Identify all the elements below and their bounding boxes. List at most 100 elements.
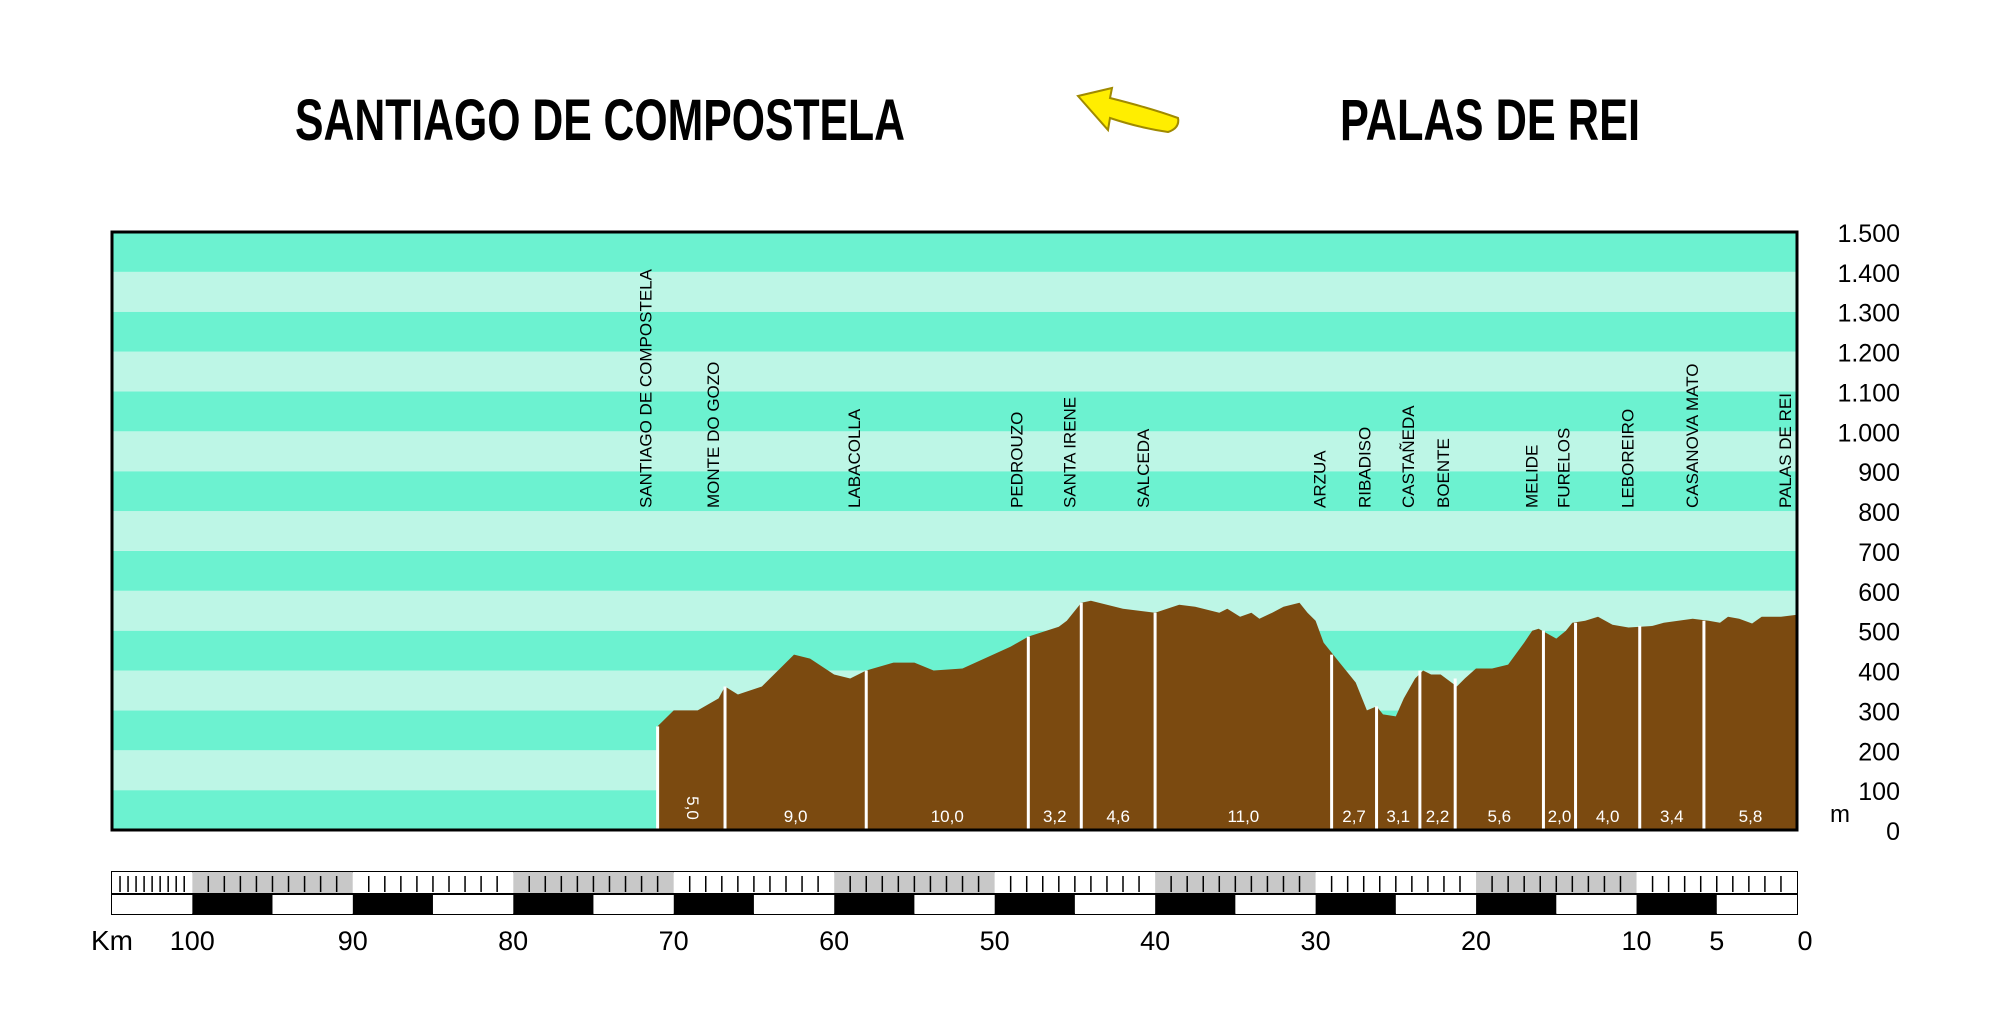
place-label: BOENTE (1434, 438, 1453, 508)
x-tick-label: 70 (659, 926, 689, 956)
origin-title: PALAS DE REI (1340, 88, 1640, 153)
scale-segment (1315, 894, 1396, 914)
background-band (112, 511, 1797, 551)
scale-segment (1636, 894, 1717, 914)
scale-segment (432, 894, 514, 914)
x-tick-label: 0 (1797, 926, 1812, 956)
place-label: SANTIAGO DE COMPOSTELA (637, 268, 656, 508)
y-tick-label: 1.000 (1837, 419, 1900, 447)
background-band (112, 351, 1797, 392)
destination-title: SANTIAGO DE COMPOSTELA (295, 88, 905, 153)
segment-distance-label: 10,0 (931, 807, 964, 826)
place-label: PALAS DE REI (1776, 393, 1795, 508)
place-labels: SANTIAGO DE COMPOSTELA MONTE DO GOZO LABAC… (637, 268, 1795, 508)
segment-distance-labels: 5,0 9,0 10,0 3,2 4,6 11,0 2,7 3,1 2,2 5,6 2,0 4,0 3,… (683, 796, 1762, 826)
segment-distance-label: 4,6 (1106, 807, 1130, 826)
x-tick-label: 60 (819, 926, 849, 956)
place-markers (656, 602, 1706, 830)
y-tick-label: 1.400 (1837, 260, 1900, 288)
place-label: LABACOLLA (845, 408, 864, 508)
scale-segment (1476, 894, 1557, 914)
y-tick-label: 600 (1858, 579, 1900, 607)
segment-distance-label: 3,2 (1043, 807, 1067, 826)
scale-segment (834, 894, 915, 914)
scale-segment (1235, 894, 1316, 914)
segment-distance-label: 2,2 (1426, 807, 1450, 826)
segment-distance-label: 2,7 (1342, 807, 1366, 826)
y-tick-label: 200 (1858, 738, 1900, 766)
scale-segment (192, 894, 273, 914)
y-axis: 0 100 200 300 400 500 600 700 800 900 1.000 1.100 1.… (1837, 220, 1900, 846)
y-tick-label: 1.300 (1837, 300, 1900, 328)
segment-distance-label: 5,8 (1739, 807, 1763, 826)
place-label: LEBOREIRO (1619, 409, 1638, 508)
place-label: ARZUA (1311, 450, 1330, 508)
y-tick-label: 400 (1858, 659, 1900, 687)
km-scale-bar (111, 871, 1798, 915)
x-axis-unit-label: Km (91, 925, 133, 956)
scale-segment (1155, 894, 1236, 914)
y-tick-label: 300 (1858, 698, 1900, 726)
x-tick-label: 100 (170, 926, 215, 956)
x-tick-label: 90 (338, 926, 368, 956)
scale-segment (1556, 894, 1637, 914)
y-tick-label: 1.200 (1837, 340, 1900, 368)
background-band (112, 471, 1797, 512)
y-tick-label: 900 (1858, 459, 1900, 487)
plot-frame (110, 230, 1799, 832)
scale-segment (994, 894, 1075, 914)
place-label: MELIDE (1522, 445, 1541, 508)
background-band (112, 311, 1797, 352)
x-axis: 100 90 80 70 60 50 40 30 20 10 5 0 (170, 926, 1813, 956)
background-band (112, 590, 1797, 631)
terrain-profile-area (657, 600, 1797, 830)
y-tick-label: 100 (1858, 778, 1900, 806)
background-band (112, 431, 1797, 472)
place-label: RIBADISO (1356, 427, 1375, 508)
scale-segment (593, 894, 674, 914)
y-axis-unit-label: m (1830, 801, 1850, 828)
y-tick-label: 0 (1886, 818, 1900, 846)
x-tick-label: 40 (1140, 926, 1170, 956)
segment-distance-label: 11,0 (1227, 807, 1259, 826)
segment-distance-label: 9,0 (784, 807, 808, 826)
place-label: PEDROUZO (1007, 412, 1026, 508)
place-label: MONTE DO GOZO (704, 362, 723, 508)
scale-segment (1074, 894, 1156, 914)
place-label: CASTAÑEDA (1399, 405, 1418, 508)
terrain-area (657, 600, 1797, 830)
y-tick-label: 700 (1858, 539, 1900, 567)
x-tick-label: 10 (1622, 926, 1652, 956)
segment-distance-label: 5,6 (1487, 807, 1511, 826)
place-label: SANTA IRENE (1060, 397, 1079, 508)
x-tick-label: 30 (1301, 926, 1331, 956)
background-band (112, 550, 1797, 591)
place-label: CASANOVA MATO (1683, 363, 1702, 508)
scale-segment (1716, 894, 1797, 914)
scale-segment (914, 894, 995, 914)
background-band (112, 391, 1797, 432)
scale-segment (1395, 894, 1477, 914)
x-tick-label: 5 (1709, 926, 1724, 956)
scale-segment (272, 894, 353, 914)
y-tick-label: 1.100 (1837, 379, 1900, 407)
scale-segment (753, 894, 835, 914)
segment-distance-label: 3,4 (1660, 807, 1684, 826)
scale-segment (513, 894, 594, 914)
y-tick-label: 1.500 (1837, 220, 1900, 248)
scale-segment (673, 894, 754, 914)
x-tick-label: 50 (980, 926, 1010, 956)
place-label: FURELOS (1555, 428, 1574, 508)
segment-distance-label: 3,1 (1386, 807, 1410, 826)
segment-distance-label: 2,0 (1548, 807, 1572, 826)
background-band (112, 271, 1797, 312)
x-tick-label: 20 (1461, 926, 1491, 956)
scale-segment (352, 894, 433, 914)
x-tick-label: 80 (498, 926, 528, 956)
y-tick-label: 800 (1858, 499, 1900, 527)
segment-distance-label: 5,0 (683, 796, 702, 820)
segment-distance-label: 4,0 (1596, 807, 1620, 826)
place-label: SALCEDA (1134, 428, 1153, 508)
direction-arrow-icon (1076, 86, 1180, 134)
